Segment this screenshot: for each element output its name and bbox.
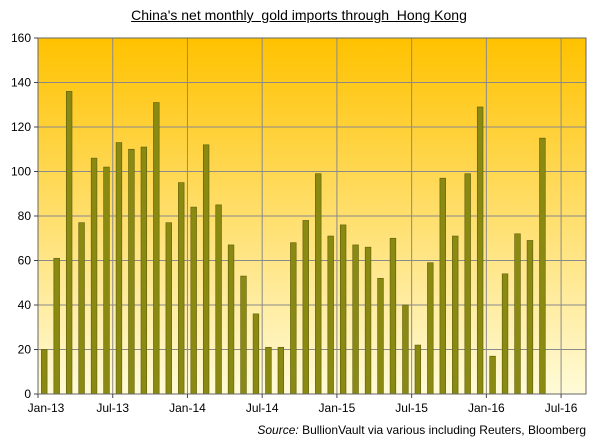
bar-Feb-15 — [352, 244, 359, 395]
y-tick-label: 100 — [11, 165, 31, 179]
x-tick-label: Jul-16 — [545, 401, 578, 415]
x-tick-label: Jan-15 — [319, 401, 356, 415]
bar-Dec-13 — [178, 182, 185, 395]
bar-Aug-13 — [128, 148, 135, 395]
bar-Apr-13 — [78, 222, 85, 395]
bar-Oct-14 — [302, 220, 309, 395]
bar-Jan-13 — [41, 349, 48, 395]
source-text: BullionVault via various including Reute… — [298, 423, 586, 437]
y-tick-label: 0 — [24, 387, 31, 401]
bar-Jul-14 — [265, 346, 272, 395]
bar-Feb-16 — [501, 273, 509, 395]
bar-Jan-14 — [190, 206, 197, 395]
bar-Jan-16 — [489, 355, 496, 395]
bar-Nov-13 — [165, 222, 172, 395]
bar-Nov-15 — [464, 173, 471, 395]
bar-Dec-14 — [327, 235, 334, 395]
chart-title: China's net monthly gold imports through… — [131, 7, 467, 23]
bar-Sep-14 — [290, 242, 297, 395]
bar-Jun-14 — [252, 313, 260, 395]
bars — [41, 91, 546, 395]
bar-Sep-15 — [439, 177, 446, 395]
bar-Nov-14 — [315, 173, 322, 395]
y-tick-label: 60 — [18, 254, 32, 268]
bar-May-15 — [389, 237, 397, 395]
x-tick-label: Jan-14 — [169, 401, 206, 415]
y-tick-label: 120 — [11, 120, 31, 134]
bar-Jan-15 — [339, 224, 347, 395]
y-tick-label: 160 — [11, 31, 31, 45]
bar-Mar-13 — [65, 91, 73, 395]
x-tick-label: Jul-13 — [96, 401, 129, 415]
x-tick-label: Jul-14 — [246, 401, 279, 415]
bar-Jul-15 — [414, 344, 422, 395]
x-tick-label: Jan-13 — [28, 401, 65, 415]
bar-Mar-15 — [364, 246, 372, 395]
bar-Apr-15 — [377, 277, 384, 395]
bar-Jul-13 — [115, 142, 123, 395]
x-axis: Jan-13 Jul-13 Jan-14 Jul-14 Jan-15 Jul-15 Jan-… — [28, 394, 578, 415]
source-note: Source: BullionVault via various includi… — [257, 423, 586, 437]
x-tick-label: Jul-15 — [395, 401, 428, 415]
bar-Feb-13 — [53, 257, 60, 395]
source-label: Source: — [257, 423, 299, 437]
bar-May-14 — [240, 275, 247, 395]
y-tick-label: 40 — [18, 298, 32, 312]
bar-May-16 — [539, 137, 546, 395]
bar-Jun-15 — [402, 304, 409, 395]
x-tick-label: Jan-16 — [468, 401, 505, 415]
bar-Oct-15 — [452, 235, 459, 395]
bar-Feb-14 — [202, 144, 210, 395]
bar-Mar-14 — [215, 204, 222, 395]
bar-Mar-16 — [514, 233, 521, 395]
bar-Apr-16 — [526, 240, 534, 395]
bar-May-13 — [90, 157, 98, 395]
bar-Sep-13 — [140, 146, 148, 395]
bar-Aug-14 — [277, 346, 285, 395]
bar-Aug-15 — [427, 262, 434, 395]
bar-Jun-13 — [103, 166, 110, 395]
bar-Oct-13 — [153, 102, 160, 395]
y-tick-label: 80 — [18, 209, 32, 223]
y-tick-label: 140 — [11, 76, 31, 90]
y-axis: 0 20 40 60 80 100 120 140 160 — [11, 31, 38, 401]
bar-Dec-15 — [476, 106, 484, 395]
y-tick-label: 20 — [18, 343, 32, 357]
bar-Apr-14 — [227, 244, 235, 395]
